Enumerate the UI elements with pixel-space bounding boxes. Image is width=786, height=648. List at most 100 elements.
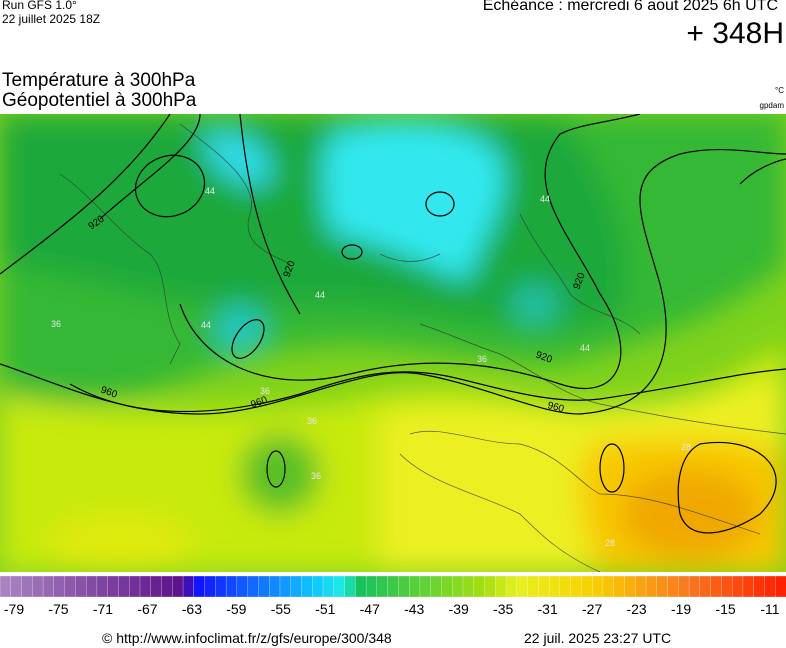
colorbar: -79 -75 -71 -67 -63 -59 -55 -51 -47 -43 -39 -35 -31 -… xyxy=(0,576,786,617)
isotherm-label: 44 xyxy=(540,194,550,204)
color-swatch xyxy=(64,576,77,598)
isotherm-label: 36 xyxy=(307,416,317,426)
colorbar-tick-label: -67 xyxy=(137,601,157,617)
color-swatch xyxy=(322,576,335,598)
color-swatch xyxy=(236,576,249,598)
color-swatch xyxy=(742,576,755,598)
color-swatch xyxy=(75,576,87,598)
color-swatch xyxy=(548,576,561,598)
source-url: © http://www.infoclimat.fr/z/gfs/europe/… xyxy=(102,630,392,646)
color-swatch xyxy=(398,576,410,598)
color-swatch xyxy=(301,576,313,598)
color-swatch xyxy=(656,576,669,598)
color-swatch xyxy=(193,576,206,598)
colorbar-tick-label: -43 xyxy=(404,601,424,617)
color-swatch xyxy=(150,576,163,598)
unit-geo: gpdam xyxy=(759,101,784,110)
title-geo: Géopotentiel à 300hPa xyxy=(2,90,197,111)
color-swatch xyxy=(107,576,120,598)
color-swatch xyxy=(538,576,550,598)
coastlines xyxy=(59,123,786,572)
colorbar-tick-label: -63 xyxy=(182,601,202,617)
isotherm-label: 36 xyxy=(477,354,487,364)
contour-label: 960 xyxy=(546,400,565,415)
color-swatch xyxy=(688,576,701,598)
color-swatch xyxy=(53,576,66,598)
color-swatch xyxy=(269,576,281,598)
isotherm-label: 36 xyxy=(311,471,321,481)
colorbar-tick-label: -27 xyxy=(582,601,602,617)
colorbar-tick-label: -75 xyxy=(48,601,68,617)
valid-time: Echéance : mercredi 6 aout 2025 6h UTC xyxy=(482,0,778,14)
color-swatch xyxy=(559,576,572,598)
color-swatch xyxy=(0,576,12,598)
color-swatch xyxy=(764,576,776,598)
color-swatch xyxy=(775,576,786,598)
isotherm-label: 44 xyxy=(315,290,325,300)
color-swatch xyxy=(624,576,636,598)
title-temp: Température à 300hPa xyxy=(2,70,196,91)
color-swatch xyxy=(699,576,712,598)
colorbar-tick-label: -23 xyxy=(626,601,646,617)
color-swatch xyxy=(441,576,453,598)
generated: 22 juil. 2025 23:27 UTC xyxy=(524,630,672,646)
color-swatch xyxy=(312,576,324,598)
color-swatch xyxy=(182,576,195,598)
color-swatch xyxy=(462,576,475,598)
isotherm-label: 28 xyxy=(681,442,691,452)
isotherm-label: 36 xyxy=(51,319,61,329)
color-swatch xyxy=(409,576,421,598)
run: Run GFS 1.0° xyxy=(2,0,77,12)
color-swatch xyxy=(710,576,723,598)
color-swatch xyxy=(602,576,615,598)
isotherm-label: 44 xyxy=(205,186,215,196)
color-swatch xyxy=(570,576,583,598)
isotherm-label: 28 xyxy=(605,538,615,548)
color-swatch xyxy=(667,576,679,598)
color-swatch xyxy=(721,576,733,598)
color-swatch xyxy=(592,576,604,598)
isotherm-label: 36 xyxy=(260,386,270,396)
run-date: 22 juillet 2025 18Z xyxy=(2,12,101,26)
color-swatch xyxy=(172,576,184,598)
geopotential-contours xyxy=(0,114,786,534)
color-swatch xyxy=(678,576,690,598)
color-swatch xyxy=(527,576,540,598)
color-swatch xyxy=(139,576,152,598)
color-swatch xyxy=(118,576,130,598)
color-swatch xyxy=(290,576,303,598)
colorbar-tick-label: -11 xyxy=(760,601,779,617)
color-swatch xyxy=(484,576,496,598)
color-swatch xyxy=(613,576,626,598)
color-swatch xyxy=(452,576,464,598)
colorbar-tick-label: -35 xyxy=(493,601,513,617)
colorbar-tick-label: -39 xyxy=(449,601,469,617)
color-swatch xyxy=(225,576,238,598)
color-swatch xyxy=(161,576,173,598)
colorbar-tick-label: -19 xyxy=(671,601,691,617)
color-swatch xyxy=(376,576,389,598)
color-swatch xyxy=(204,576,216,598)
color-swatch xyxy=(505,576,518,598)
color-swatch xyxy=(32,576,44,598)
colorbar-tick-label: -31 xyxy=(538,601,558,617)
colorbar-tick-label: -79 xyxy=(4,601,24,617)
unit-temp: °C xyxy=(775,86,784,95)
color-swatch xyxy=(333,576,346,598)
color-swatch xyxy=(10,576,23,598)
colorbar-tick-label: -47 xyxy=(360,601,380,617)
color-swatch xyxy=(344,576,356,598)
color-swatch xyxy=(96,576,109,598)
color-swatch xyxy=(495,576,507,598)
color-swatch xyxy=(581,576,593,598)
color-swatch xyxy=(516,576,529,598)
color-swatch xyxy=(215,576,227,598)
color-swatch xyxy=(247,576,260,598)
color-swatch xyxy=(732,576,744,598)
color-swatch xyxy=(365,576,378,598)
color-swatch xyxy=(42,576,55,598)
color-swatch xyxy=(21,576,33,598)
color-swatch xyxy=(419,576,432,598)
